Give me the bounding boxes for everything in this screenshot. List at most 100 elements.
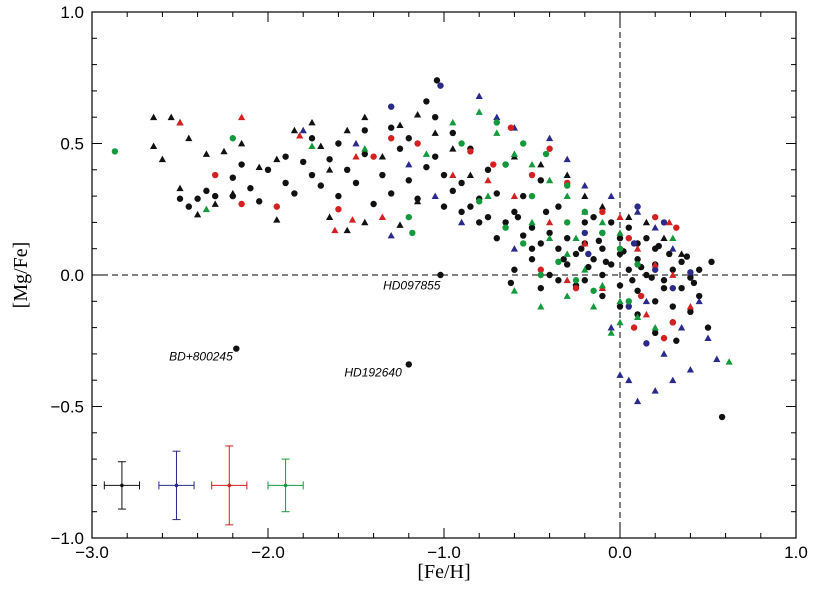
axis-ticks: −3.0 −2.0 −1.0 0.0 1.0 −1.0 −0.5 0.0 0.5 1.0 xyxy=(50,3,807,562)
data-point-black-circle xyxy=(308,135,316,142)
annotation-label: HD097855 xyxy=(383,279,441,293)
data-point-black-triangle xyxy=(414,197,422,205)
x-axis-title: [Fe/H] xyxy=(417,561,470,583)
data-point-red-circle xyxy=(669,319,676,326)
data-point-black-circle xyxy=(652,329,659,337)
data-point-green-triangle xyxy=(449,118,457,126)
data-point-black-circle xyxy=(511,266,518,273)
data-point-black-circle xyxy=(203,187,210,195)
annotation-label: BD+800245 xyxy=(169,350,233,364)
data-point-black-circle xyxy=(229,174,236,181)
data-point-blue-triangle xyxy=(475,92,483,100)
data-point-green-triangle xyxy=(202,205,210,213)
data-point-black-circle xyxy=(555,277,562,284)
data-point-green-triangle xyxy=(616,297,624,305)
data-point-green-triangle xyxy=(651,324,659,331)
data-point-blue-triangle xyxy=(546,134,554,142)
data-point-black-circle xyxy=(678,258,685,266)
data-point-red-circle xyxy=(388,135,395,142)
data-point-black-circle xyxy=(634,256,641,263)
data-point-black-circle xyxy=(440,203,448,210)
data-point-green-circle xyxy=(555,258,562,266)
data-point-red-circle xyxy=(507,124,515,131)
data-point-red-triangle xyxy=(348,216,357,223)
y-tick-label: 0.0 xyxy=(60,266,84,285)
data-point-blue-circle xyxy=(630,240,638,247)
data-point-red-triangle xyxy=(449,171,457,178)
data-point-black-triangle xyxy=(466,171,474,178)
data-point-green-triangle xyxy=(563,292,571,299)
data-point-red-triangle xyxy=(642,310,650,318)
data-point-black-circle xyxy=(696,266,703,273)
data-point-black-triangle xyxy=(273,155,281,163)
data-point-black-circle xyxy=(432,153,439,160)
data-point-blue-triangle xyxy=(510,245,518,252)
data-point-black-circle xyxy=(546,271,553,279)
data-point-black-circle xyxy=(585,263,592,271)
data-point-blue-circle xyxy=(581,229,588,237)
data-point-black-circle xyxy=(194,195,201,202)
data-point-black-circle xyxy=(634,287,641,294)
data-point-blue-circle xyxy=(652,266,659,273)
data-point-black-circle xyxy=(528,245,536,252)
data-point-green-triangle xyxy=(590,302,598,310)
data-point-green-triangle xyxy=(361,145,369,152)
data-point-blue-circle xyxy=(687,269,694,276)
data-point-black-circle xyxy=(520,232,527,239)
data-point-green-circle xyxy=(458,140,465,147)
annotations: HD097855 BD+800245 HD192640 xyxy=(169,279,441,380)
y-tick-label: 1.0 xyxy=(60,3,84,22)
data-point-black-circle xyxy=(643,271,650,279)
data-point-blue-triangle xyxy=(625,376,633,384)
data-point-black-circle xyxy=(687,308,694,316)
data-point-red-triangle xyxy=(581,239,589,247)
data-point-black-circle xyxy=(687,274,694,281)
data-point-blue-circle xyxy=(585,250,592,258)
data-point-red-triangle xyxy=(176,118,184,126)
error-bar-green xyxy=(267,458,304,513)
data-point-black-circle xyxy=(264,166,272,173)
data-point-black-circle xyxy=(352,179,360,187)
data-point-green-triangle xyxy=(493,129,501,136)
data-point-blue-triangle xyxy=(634,397,642,405)
data-point-black-circle xyxy=(405,135,412,142)
data-point-black-circle xyxy=(396,145,404,152)
data-point-blue-circle xyxy=(634,203,641,210)
data-point-black-triangle xyxy=(431,129,439,136)
data-point-black-circle xyxy=(308,171,316,179)
data-point-black-triangle xyxy=(185,134,193,142)
data-point-blue-triangle xyxy=(651,224,659,231)
data-point-black-circle xyxy=(643,234,650,242)
data-point-green-circle xyxy=(405,213,412,221)
data-point-black-circle xyxy=(678,284,685,292)
data-point-black-circle xyxy=(405,177,412,184)
data-point-black-circle xyxy=(537,240,544,247)
data-point-green-triangle xyxy=(634,313,642,320)
data-point-black-circle xyxy=(291,190,298,197)
data-point-black-circle xyxy=(546,229,553,237)
data-point-black-circle xyxy=(608,219,615,226)
data-point-green-circle xyxy=(634,261,641,268)
data-point-black-circle xyxy=(507,279,515,287)
data-point-black-triangle xyxy=(414,110,422,118)
data-point-blue-circle xyxy=(643,340,650,347)
data-point-red-circle xyxy=(528,171,536,179)
data-point-black-circle xyxy=(572,250,580,258)
data-point-black-circle xyxy=(595,237,603,245)
data-point-black-circle xyxy=(388,124,395,131)
data-point-blue-triangle xyxy=(651,387,659,394)
data-point-blue-circle xyxy=(669,284,676,292)
data-point-green-circle xyxy=(502,161,509,168)
data-point-blue-circle xyxy=(625,303,632,310)
data-point-black-triangle xyxy=(290,126,298,134)
data-point-black-triangle xyxy=(396,121,404,128)
data-point-black-triangle xyxy=(229,189,237,197)
data-point-green-triangle xyxy=(422,150,430,157)
data-point-black-circle xyxy=(564,234,571,242)
data-point-black-circle xyxy=(648,274,655,281)
reference-lines xyxy=(92,12,796,538)
data-point-black-circle xyxy=(437,271,444,279)
data-point-black-circle xyxy=(616,282,624,289)
data-point-green-circle xyxy=(493,119,500,126)
data-point-black-triangle xyxy=(361,218,369,226)
